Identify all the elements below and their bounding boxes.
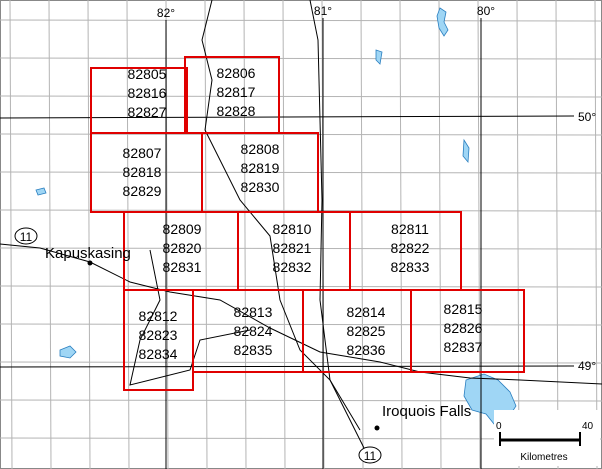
latitude-label: 50° (578, 110, 596, 124)
grid-line (48, 0, 52, 469)
parallel (0, 115, 575, 119)
grid-line (87, 0, 91, 469)
tile-id: 82812 (139, 308, 178, 324)
tile-index: 82805 82816 82827 82806 82817 82828 82807 82818… (90, 56, 525, 391)
longitude-label: 80° (477, 4, 495, 18)
tile-id: 82824 (234, 323, 273, 339)
tile-id: 82805 (128, 66, 167, 82)
tile-id: 82807 (123, 145, 162, 161)
grid-line (282, 0, 286, 469)
tile-id: 82829 (123, 183, 162, 199)
tile-id: 82834 (139, 346, 178, 362)
tile-id: 82813 (234, 304, 273, 320)
highway-shield (14, 227, 38, 245)
tile-id: 82806 (217, 65, 256, 81)
highway-shield (358, 446, 382, 464)
grid-line (399, 0, 403, 469)
tile-id: 82823 (139, 327, 178, 343)
tile-id: 82821 (273, 240, 312, 256)
scale-label: 0 (496, 421, 502, 432)
grid-line (0, 209, 602, 212)
tile-id: 82819 (241, 160, 280, 176)
tile-id: 82827 (128, 104, 167, 120)
tile-id: 82810 (273, 221, 312, 237)
grid-line (555, 0, 559, 469)
grid-line (0, 285, 602, 288)
tile-id: 82837 (444, 339, 483, 355)
tile-id: 82822 (391, 240, 430, 256)
grid-line (438, 0, 442, 469)
tile-id: 82825 (347, 323, 386, 339)
grid-line (0, 95, 602, 98)
grid-line (0, 247, 602, 250)
parallel (0, 365, 575, 368)
tile-id: 82835 (234, 342, 273, 358)
tile-id: 82836 (347, 342, 386, 358)
scale-label: 40 (582, 421, 594, 432)
scale-unit: Kilometres (520, 452, 567, 463)
tile-id: 82814 (347, 304, 386, 320)
grid-line (0, 323, 602, 326)
grid-line (0, 171, 602, 174)
tile-id: 82815 (444, 301, 483, 317)
grid-line (594, 0, 598, 469)
grid-line (204, 0, 208, 469)
longitude-label: 82° (157, 6, 175, 20)
grid-line (0, 133, 602, 136)
lake (59, 345, 77, 359)
river (129, 249, 251, 386)
lake (35, 187, 47, 196)
tile-id: 82811 (391, 221, 429, 237)
tile-boundary (410, 289, 525, 373)
tile-id: 82817 (217, 84, 256, 100)
lake (375, 49, 383, 65)
grid-line (9, 0, 13, 469)
grid-line (360, 0, 364, 469)
shield-label: 11 (364, 449, 377, 463)
river (201, 0, 366, 451)
town-marker (87, 260, 93, 266)
lake (462, 138, 470, 164)
tile-id: 82831 (163, 259, 202, 275)
tile-id: 82809 (163, 221, 202, 237)
tile-id: 82832 (273, 259, 312, 275)
tile-id: 82820 (163, 240, 202, 256)
town-marker (374, 425, 380, 431)
scale-bar: 0 40 Kilometres (494, 410, 600, 466)
lake (436, 7, 449, 37)
longitude-label: 81° (314, 4, 332, 18)
tile-id: 82826 (444, 320, 483, 336)
place-label: Iroquois Falls (382, 403, 471, 420)
grid-line (0, 57, 602, 60)
grid-line (516, 0, 520, 469)
tile-id: 82818 (123, 164, 162, 180)
tile-id: 82833 (391, 259, 430, 275)
grid-line (0, 361, 602, 364)
railway (309, 0, 361, 431)
tile-id: 82830 (241, 179, 280, 195)
tile-id: 82816 (128, 85, 167, 101)
grid-line (0, 19, 602, 22)
latitude-label: 49° (578, 359, 596, 373)
place-label: Kapuskasing (45, 245, 131, 262)
grid-line (243, 0, 247, 469)
tile-id: 82828 (217, 103, 256, 119)
scale-bg (494, 410, 600, 466)
tile-id: 82808 (241, 141, 280, 157)
shield-label: 11 (20, 230, 33, 244)
